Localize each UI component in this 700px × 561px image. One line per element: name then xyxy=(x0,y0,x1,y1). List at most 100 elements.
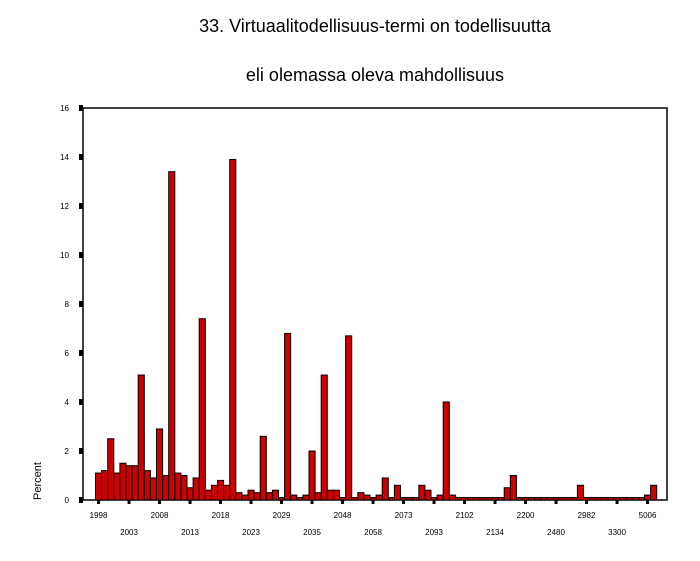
x-tick-label: 2003 xyxy=(120,528,138,537)
bar xyxy=(204,489,212,501)
bar xyxy=(448,494,456,501)
bar xyxy=(595,497,603,501)
bar xyxy=(95,472,103,501)
bar xyxy=(168,171,176,501)
y-tick-mark xyxy=(79,301,83,307)
bar xyxy=(613,497,621,501)
bar xyxy=(387,497,395,501)
bar xyxy=(637,497,646,501)
x-tick-label: 2480 xyxy=(547,528,565,537)
x-tick-mark xyxy=(127,500,131,504)
bar xyxy=(241,494,249,501)
bar xyxy=(113,472,121,501)
bar xyxy=(503,487,511,501)
bar xyxy=(247,489,255,501)
bar xyxy=(631,497,639,501)
bar xyxy=(278,497,286,501)
bar xyxy=(119,462,127,501)
y-tick-mark xyxy=(79,497,83,503)
bar xyxy=(210,484,218,501)
bar xyxy=(345,335,353,501)
bar xyxy=(400,497,408,501)
x-tick-label: 3300 xyxy=(608,528,626,537)
bar xyxy=(552,497,560,501)
bar xyxy=(540,497,548,501)
bar xyxy=(137,374,145,501)
bar xyxy=(473,497,481,501)
bar xyxy=(259,435,267,501)
bar xyxy=(326,489,334,501)
x-tick-mark xyxy=(493,500,497,504)
bar xyxy=(320,374,328,501)
bar xyxy=(314,492,322,501)
bar xyxy=(479,497,487,501)
bar xyxy=(528,497,536,501)
bar xyxy=(619,497,627,501)
bar xyxy=(570,497,578,501)
x-tick-mark xyxy=(188,500,192,504)
bar xyxy=(546,497,554,501)
bar xyxy=(186,487,194,501)
y-tick-label: 16 xyxy=(60,104,69,113)
bar xyxy=(375,494,383,501)
bar xyxy=(650,484,658,501)
bar xyxy=(217,479,225,501)
bar xyxy=(625,497,633,501)
x-tick-mark xyxy=(310,500,314,504)
bar xyxy=(363,494,371,501)
bar xyxy=(564,497,572,501)
x-tick-label: 2013 xyxy=(181,528,199,537)
y-tick-label: 6 xyxy=(65,349,70,358)
bar xyxy=(302,494,310,501)
x-tick-mark xyxy=(97,500,101,504)
bar xyxy=(284,332,292,501)
x-tick-label: 2008 xyxy=(151,511,169,520)
x-tick-label: 1998 xyxy=(90,511,108,520)
x-tick-label: 5006 xyxy=(639,511,657,520)
bar xyxy=(229,158,237,501)
bar xyxy=(430,497,438,501)
x-tick-mark xyxy=(432,500,436,504)
bar xyxy=(534,497,542,501)
bar xyxy=(424,489,432,501)
bar xyxy=(125,465,133,501)
bar xyxy=(515,497,524,501)
bar xyxy=(149,477,157,501)
bar xyxy=(406,497,414,501)
bar xyxy=(467,497,475,501)
x-tick-label: 2982 xyxy=(578,511,596,520)
bar xyxy=(418,484,426,501)
bar xyxy=(290,494,298,501)
bar xyxy=(162,475,170,501)
bar xyxy=(576,484,585,501)
y-tick-mark xyxy=(79,203,83,209)
bar xyxy=(192,477,200,501)
bar xyxy=(497,497,505,501)
y-tick-label: 8 xyxy=(65,300,70,309)
x-tick-label: 2023 xyxy=(242,528,260,537)
x-tick-label: 2035 xyxy=(303,528,321,537)
x-tick-mark xyxy=(585,500,589,504)
y-tick-label: 0 xyxy=(65,496,70,505)
x-tick-label: 2073 xyxy=(395,511,413,520)
bar xyxy=(235,492,243,501)
bar xyxy=(351,497,359,501)
x-tick-label: 2048 xyxy=(334,511,352,520)
bar xyxy=(223,484,231,501)
bar xyxy=(339,497,347,501)
y-tick-mark xyxy=(79,350,83,356)
x-tick-label: 2058 xyxy=(364,528,382,537)
bar xyxy=(101,470,109,501)
x-tick-mark xyxy=(341,500,345,504)
x-tick-mark xyxy=(554,500,558,504)
x-tick-mark xyxy=(402,500,406,504)
bar xyxy=(601,497,609,501)
y-tick-label: 12 xyxy=(60,202,69,211)
bar xyxy=(296,497,304,501)
x-tick-label: 2134 xyxy=(486,528,504,537)
y-tick-label: 10 xyxy=(60,251,69,260)
bar xyxy=(509,475,517,501)
bar xyxy=(393,484,401,501)
bar xyxy=(381,477,389,501)
